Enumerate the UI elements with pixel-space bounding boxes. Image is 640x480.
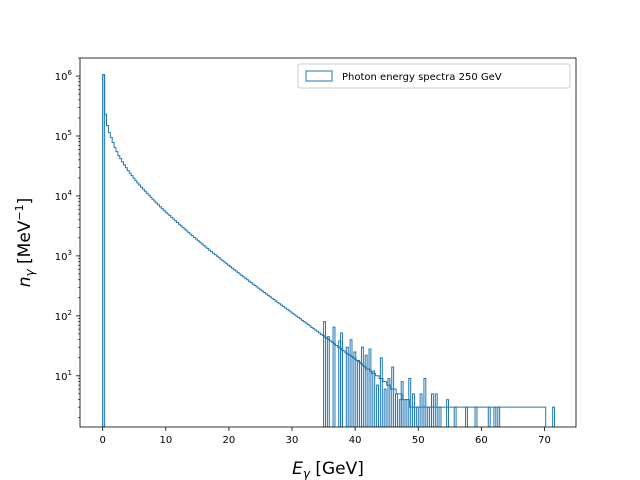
legend-swatch [305,70,333,82]
histogram-bar [372,370,376,427]
histogram-bar [430,393,434,427]
histogram-bar [357,360,361,427]
x-tick-label: 70 [538,435,551,446]
histogram-bar [376,384,379,427]
histogram-bar [423,378,427,427]
histogram-bar [465,406,468,427]
x-tick-label: 10 [159,435,172,446]
histogram-bar [487,406,491,427]
histogram-bar [340,332,344,427]
histogram-bar [391,366,395,427]
y-axis-superscript: −1 [13,204,26,220]
histogram-bar [552,406,556,427]
x-tick-label: 50 [412,435,425,446]
histogram-bar [474,406,478,427]
histogram-bar [438,406,442,427]
y-tick-label: 103 [55,249,72,263]
histogram-bar [427,406,431,427]
histogram-bar [326,336,330,427]
histogram-bar [360,346,364,427]
histogram-bar [364,354,368,427]
histogram-bar [383,388,387,427]
tick-layer: 0 10 20 30 40 50 60 70 101 102 103 104 105 106 [55,57,551,446]
y-tick-label: 105 [55,129,72,143]
y-axis-open: [MeV [15,220,35,269]
plot-area [102,74,556,427]
y-axis-symbol: n [15,276,35,287]
histogram-bar [404,399,408,427]
histogram-bar [395,393,398,427]
y-tick-label: 102 [55,309,72,323]
histogram-bar [412,393,415,427]
x-tick-label: 20 [223,435,236,446]
histogram-bar [497,406,501,427]
x-tick-label: 40 [349,435,362,446]
histogram-bar [349,339,353,427]
y-axis-subscript: γ [23,268,37,276]
legend-frame [297,63,571,89]
x-tick-label: 30 [286,435,299,446]
histogram-bar [408,378,412,427]
histogram-bar [415,406,419,427]
histogram-bar [353,351,357,427]
histogram-bar [332,326,336,427]
y-axis-close: ] [15,198,35,205]
histogram-bar [434,393,438,427]
histogram-bar [453,406,457,427]
histogram-bar [400,381,404,427]
x-axis-subscript: γ [303,467,311,480]
x-axis-symbol: E [292,459,303,479]
legend-label: Photon energy spectra 250 GeV [342,72,502,83]
legend: Photon energy spectra 250 GeV [297,63,571,89]
x-tick-label: 0 [100,435,106,446]
histogram-bar [345,346,349,427]
y-tick-label: 101 [55,369,72,383]
y-axis-title: nγ [MeV−1] [13,198,37,288]
x-axis-title: Eγ [GeV] [292,459,364,480]
y-tick-label: 104 [55,189,73,203]
histogram-bar [419,393,423,427]
histogram-bar [379,357,383,427]
histogram-bar [323,321,326,427]
histogram-bar [368,348,372,427]
x-axis-unit: [GeV] [310,459,364,479]
histogram-bar [493,406,497,427]
axes [79,57,577,428]
y-tick-label: 106 [55,69,73,83]
histogram-bar [102,74,106,427]
x-tick-label: 60 [475,435,488,446]
histogram-bar [387,378,391,427]
histogram-series-line [102,74,547,427]
axes-frame [79,57,577,428]
histogram-bar [446,399,450,427]
